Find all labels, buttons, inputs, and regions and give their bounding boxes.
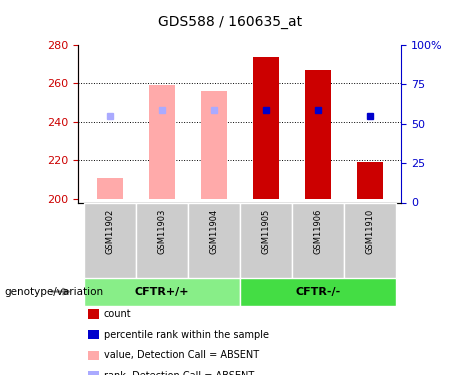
Bar bbox=[83, 202, 136, 278]
Bar bbox=[344, 202, 396, 278]
Bar bbox=[240, 202, 292, 278]
Text: value, Detection Call = ABSENT: value, Detection Call = ABSENT bbox=[104, 350, 259, 360]
Bar bbox=[188, 202, 240, 278]
Text: GSM11904: GSM11904 bbox=[209, 209, 218, 254]
Text: CFTR+/+: CFTR+/+ bbox=[135, 286, 189, 297]
Text: GSM11903: GSM11903 bbox=[157, 209, 166, 254]
Bar bbox=[357, 162, 383, 199]
Text: percentile rank within the sample: percentile rank within the sample bbox=[104, 330, 269, 340]
Text: GDS588 / 160635_at: GDS588 / 160635_at bbox=[159, 15, 302, 29]
Bar bbox=[97, 177, 123, 199]
Bar bbox=[305, 70, 331, 199]
Bar bbox=[83, 278, 240, 306]
Bar bbox=[240, 278, 396, 306]
Text: CFTR-/-: CFTR-/- bbox=[295, 286, 340, 297]
Bar bbox=[292, 202, 344, 278]
Text: GSM11905: GSM11905 bbox=[261, 209, 270, 254]
Text: GSM11906: GSM11906 bbox=[313, 209, 322, 254]
Bar bbox=[253, 57, 279, 199]
Text: genotype/variation: genotype/variation bbox=[5, 286, 104, 297]
Text: GSM11902: GSM11902 bbox=[105, 209, 114, 254]
Bar bbox=[148, 86, 175, 199]
Text: rank, Detection Call = ABSENT: rank, Detection Call = ABSENT bbox=[104, 371, 254, 375]
Text: count: count bbox=[104, 309, 131, 319]
Bar bbox=[201, 91, 227, 199]
Text: GSM11910: GSM11910 bbox=[365, 209, 374, 254]
Bar bbox=[136, 202, 188, 278]
